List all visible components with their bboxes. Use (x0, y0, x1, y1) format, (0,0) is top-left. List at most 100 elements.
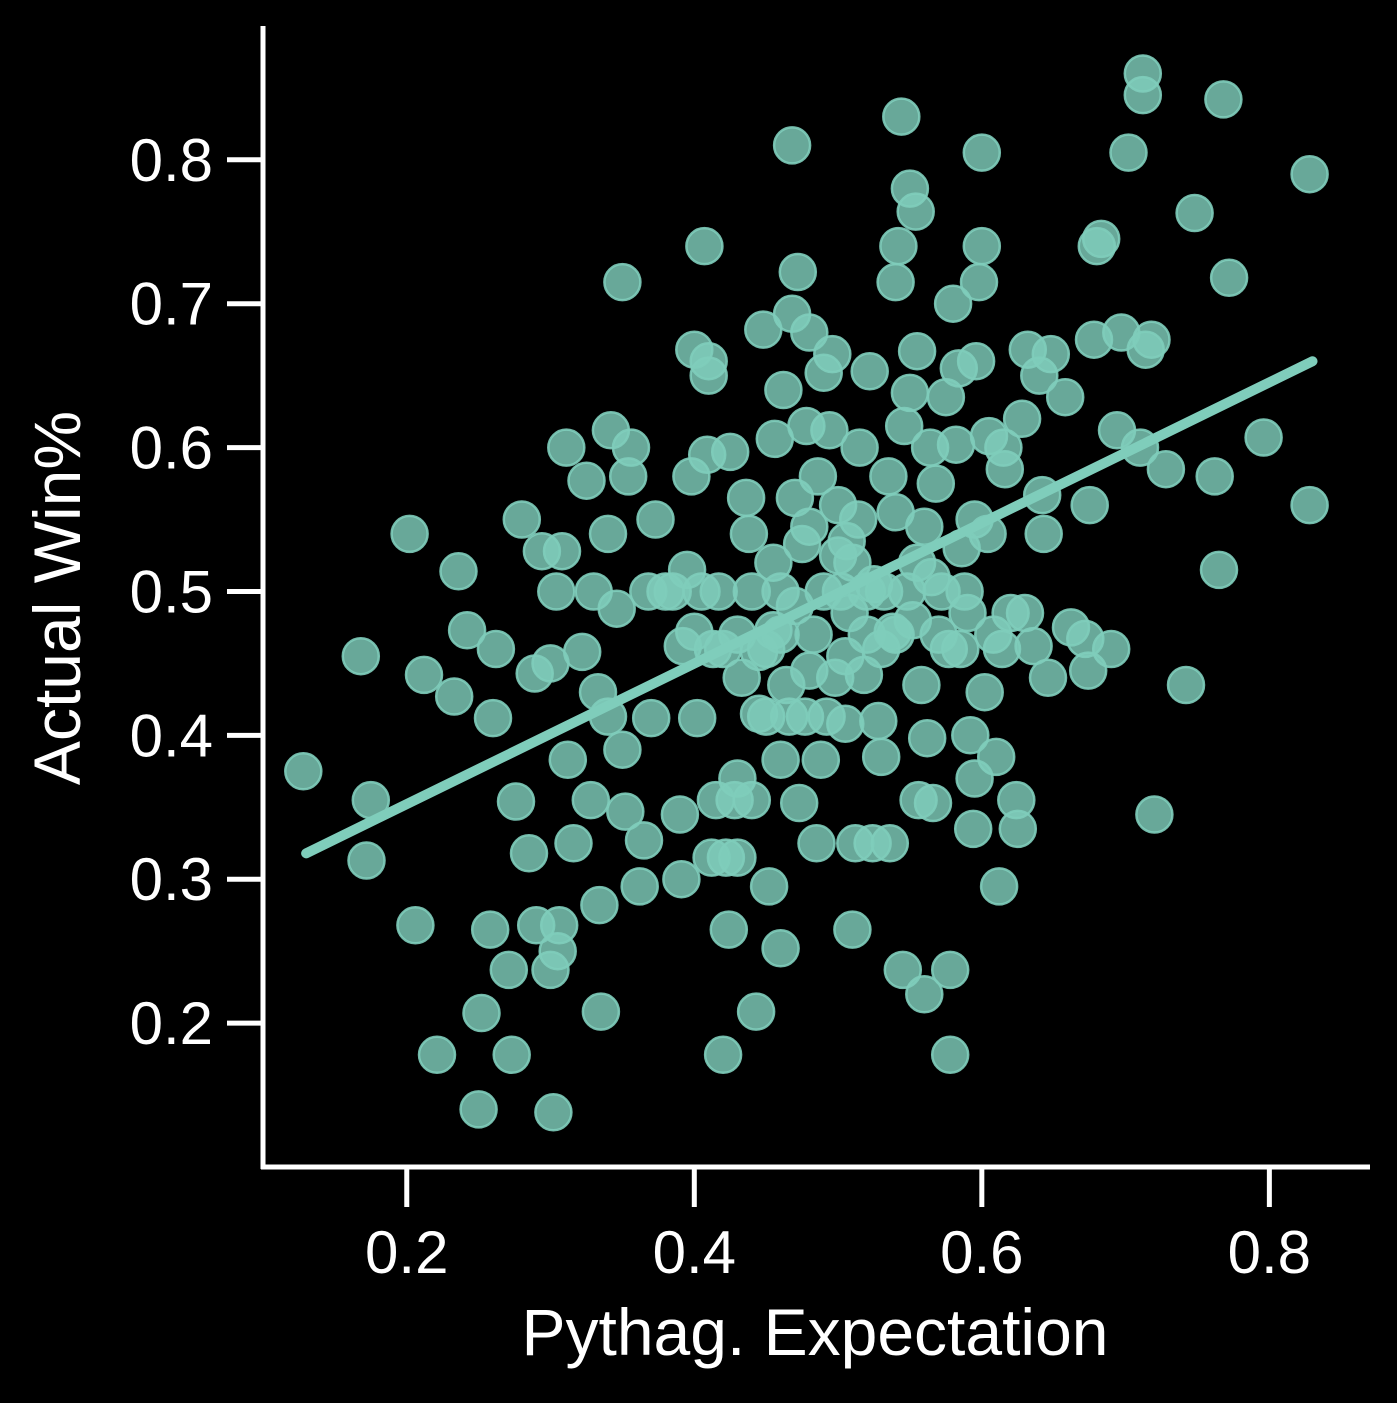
data-point (962, 133, 1002, 172)
data-point (965, 672, 1004, 712)
data-point (890, 373, 930, 413)
data-point (703, 1035, 743, 1075)
data-point (962, 226, 1002, 266)
data-point (534, 1093, 573, 1132)
y-tick-label: 0.3 (130, 846, 213, 913)
data-point (1109, 133, 1148, 172)
data-point (1132, 320, 1171, 359)
data-point (956, 341, 996, 381)
y-tick-label: 0.4 (130, 702, 213, 769)
data-point (631, 698, 671, 738)
data-point (447, 611, 487, 650)
data-point (1070, 485, 1109, 525)
data-point (754, 543, 793, 582)
y-tick-label: 0.6 (130, 415, 213, 482)
data-point (879, 226, 918, 266)
data-point (818, 485, 858, 525)
data-point (772, 126, 812, 165)
data-point (896, 192, 935, 231)
data-point (905, 975, 944, 1014)
data-point (913, 783, 953, 823)
data-point (726, 478, 766, 518)
data-point (798, 457, 838, 496)
data-point (562, 632, 602, 672)
data-point (930, 950, 970, 990)
data-point (341, 636, 381, 676)
data-point (953, 809, 993, 849)
data-point (764, 370, 803, 410)
data-point (542, 531, 582, 571)
data-point (1290, 154, 1329, 194)
y-tick-label: 0.8 (130, 127, 213, 194)
data-point (790, 507, 829, 546)
data-point (1081, 219, 1121, 259)
data-point (496, 782, 536, 821)
data-point (1024, 514, 1063, 554)
data-point (826, 704, 865, 744)
data-point (710, 432, 750, 472)
data-point (417, 1035, 457, 1075)
y-axis-ticks: 0.2 0.3 0.4 0.5 0.6 0.7 0.8 (130, 127, 263, 1057)
y-tick-label: 0.7 (130, 271, 213, 338)
data-point (778, 252, 818, 292)
data-point (554, 824, 593, 863)
data-point (801, 740, 841, 780)
data-point (434, 677, 474, 716)
data-point (660, 795, 700, 834)
data-point (933, 284, 973, 323)
data-point (689, 356, 728, 395)
data-point (709, 910, 749, 949)
data-point (876, 262, 915, 302)
data-point (571, 780, 611, 820)
data-point (984, 428, 1023, 467)
data-point (749, 867, 789, 906)
data-point (1123, 75, 1163, 115)
data-point (1002, 399, 1042, 439)
data-point (1290, 485, 1329, 525)
data-point (883, 950, 923, 990)
data-point (833, 910, 872, 949)
data-point (1045, 377, 1085, 417)
data-point (907, 718, 947, 758)
data-point (611, 428, 651, 467)
data-point (509, 834, 549, 873)
data-point (905, 507, 944, 546)
data-point (941, 629, 980, 669)
data-point (439, 552, 478, 591)
data-point (1195, 457, 1234, 496)
data-point (606, 792, 645, 831)
data-point (951, 716, 990, 755)
data-point (876, 615, 915, 654)
data-point (813, 334, 852, 374)
data-point (1166, 665, 1206, 705)
data-point (1244, 418, 1283, 457)
y-axis-title: Actual Win% (20, 411, 94, 785)
data-point (779, 783, 819, 823)
data-point (1146, 449, 1186, 489)
data-point (736, 992, 776, 1031)
data-point (840, 428, 879, 467)
data-point (902, 665, 941, 705)
data-point (870, 824, 910, 863)
data-point (761, 929, 800, 968)
data-point (869, 457, 908, 496)
data-point (797, 824, 836, 863)
data-point (620, 867, 659, 906)
data-point (1091, 629, 1131, 669)
data-point (404, 655, 444, 695)
data-point (473, 698, 513, 738)
data-point (948, 593, 987, 633)
data-point (1014, 626, 1053, 666)
data-point (699, 572, 738, 611)
data-point (1199, 550, 1239, 590)
x-tick-label: 0.8 (1228, 1219, 1311, 1286)
data-point (897, 331, 937, 371)
data-point (502, 500, 542, 539)
data-point (959, 262, 999, 302)
data-point (936, 425, 976, 464)
data-point (462, 993, 501, 1033)
data-point (539, 906, 579, 945)
data-point (390, 514, 429, 554)
data-point (998, 809, 1038, 849)
data-point (677, 698, 717, 738)
